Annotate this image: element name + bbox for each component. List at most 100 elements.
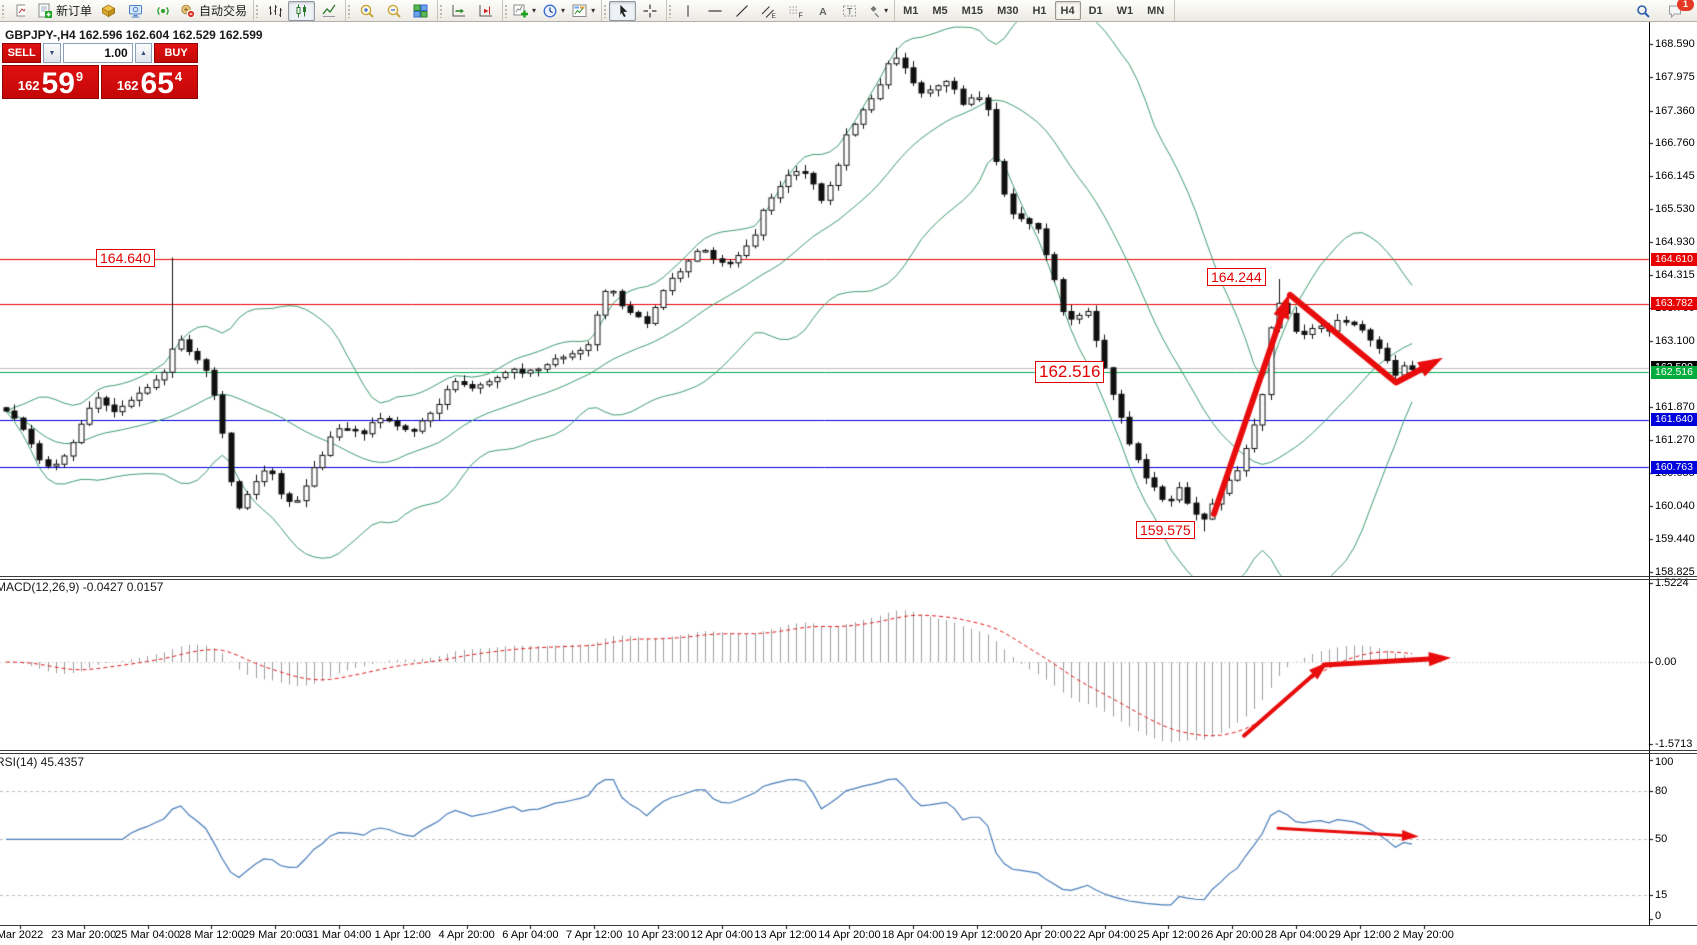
date-tick: 2 May 20:00 <box>1393 929 1454 941</box>
panel-separator[interactable] <box>0 579 1697 580</box>
fibonacci-icon: F <box>787 3 804 19</box>
text-label-button[interactable]: T <box>836 1 863 21</box>
chart-shift-button[interactable] <box>472 1 499 21</box>
buy-button[interactable]: BUY <box>154 43 198 63</box>
axis-tick-label: -1.5713 <box>1655 737 1693 750</box>
chevron-down-icon[interactable]: ▾ <box>532 5 537 15</box>
signals-button[interactable] <box>149 1 176 21</box>
trend-line-icon <box>734 3 750 19</box>
text-label-icon: T <box>841 3 858 19</box>
zoom-out-button[interactable] <box>380 1 407 21</box>
vertical-line-button[interactable] <box>674 1 701 21</box>
notification-badge: 1 <box>1677 0 1694 11</box>
timeframe-m1[interactable]: M1 <box>903 4 919 17</box>
date-tick: 6 Apr 04:00 <box>502 929 559 941</box>
price-annotation-label[interactable]: 159.575 <box>1136 521 1195 540</box>
new-order-button[interactable]: 新订单 <box>34 1 95 21</box>
equidistant-channel-button[interactable]: E <box>755 1 782 21</box>
price-level-badge: 163.782 <box>1651 297 1697 311</box>
price-annotation-label[interactable]: 164.244 <box>1207 268 1266 287</box>
macd-indicator-label: MACD(12,26,9) -0.0427 0.0157 <box>0 580 164 594</box>
timeframe-d1[interactable]: D1 <box>1088 4 1103 17</box>
timeframe-m30[interactable]: M30 <box>997 4 1019 17</box>
tile-windows-icon <box>412 3 429 19</box>
bar-chart-button[interactable] <box>261 1 288 21</box>
price-annotation-label[interactable]: 164.640 <box>96 249 155 268</box>
indicators-button[interactable]: ▾ <box>510 1 539 21</box>
date-tick: 12 Apr 04:00 <box>690 929 753 941</box>
panel-separator[interactable] <box>0 576 1697 577</box>
volume-increase-button[interactable]: ▲ <box>134 43 153 63</box>
toolbar-grip[interactable] <box>439 3 444 18</box>
toolbar-group: ▾ ▾ ▾ <box>503 0 603 21</box>
candle-chart-icon <box>294 3 310 19</box>
vps-icon <box>127 3 144 19</box>
auto-trading-button[interactable]: 自动交易 <box>176 1 250 21</box>
volume-input[interactable] <box>62 43 133 63</box>
templates-icon <box>571 3 588 19</box>
search-button[interactable] <box>1629 1 1656 21</box>
axis-tick-label: 163.100 <box>1655 334 1695 347</box>
new-chart-button[interactable] <box>7 1 34 21</box>
ask-main: 65 <box>140 66 174 100</box>
toolbar-group: 新订单 自动交易 <box>0 0 255 21</box>
periods-icon <box>542 3 558 19</box>
date-tick: 10 Apr 23:00 <box>626 929 690 941</box>
cursor-icon <box>616 3 630 19</box>
metaquotes-gold-button[interactable] <box>95 1 122 21</box>
search-icon <box>1635 3 1651 19</box>
text-button[interactable]: A <box>809 1 836 21</box>
time-axis-line <box>0 925 1697 926</box>
date-tick: 25 Mar 04:00 <box>115 929 181 941</box>
auto-scroll-button[interactable] <box>445 1 472 21</box>
notifications-button[interactable]: 1 <box>1662 0 1694 21</box>
price-level-badge: 161.640 <box>1651 413 1697 427</box>
panel-separator[interactable] <box>0 753 1697 754</box>
crosshair-button[interactable] <box>636 1 663 21</box>
volume-decrease-button[interactable]: ▼ <box>43 43 61 63</box>
axis-tick-label: 161.870 <box>1655 401 1695 414</box>
candle-chart-button[interactable] <box>288 0 316 21</box>
axis-tick-label: 167.975 <box>1655 71 1695 84</box>
zoom-in-button[interactable] <box>353 1 380 21</box>
line-chart-button[interactable] <box>315 1 342 21</box>
panel-separator[interactable] <box>0 750 1697 751</box>
fibonacci-button[interactable]: F <box>782 1 809 21</box>
svg-text:F: F <box>799 12 803 19</box>
toolbar-group <box>254 0 347 21</box>
periods-button[interactable]: ▾ <box>539 1 568 21</box>
trend-line-button[interactable] <box>728 1 755 21</box>
vps-button[interactable] <box>122 1 149 21</box>
timeframe-m15[interactable]: M15 <box>961 4 984 17</box>
buy-price-panel[interactable]: 162 65 4 <box>101 65 198 99</box>
chevron-down-icon[interactable]: ▾ <box>884 5 889 15</box>
zoom-out-icon <box>386 3 402 19</box>
toolbar-grip[interactable] <box>1 3 5 18</box>
date-tick: 13 Apr 12:00 <box>754 929 817 941</box>
date-tick: 28 Mar 12:00 <box>178 929 244 941</box>
timeframe-h4[interactable]: H4 <box>1054 1 1081 20</box>
toolbar-grip[interactable] <box>347 3 352 18</box>
chevron-down-icon[interactable]: ▾ <box>591 5 596 15</box>
axis-tick-label: 160.040 <box>1655 500 1695 513</box>
timeframe-w1[interactable]: W1 <box>1116 4 1134 17</box>
date-tick: Mar 2022 <box>0 929 44 941</box>
horizontal-line-button[interactable] <box>701 1 728 21</box>
toolbar-grip[interactable] <box>668 3 673 18</box>
toolbar-grip[interactable] <box>255 3 260 18</box>
arrows-button[interactable]: ▾ <box>863 1 891 21</box>
cursor-button[interactable] <box>609 0 637 21</box>
axis-tick-label: 158.825 <box>1655 566 1695 578</box>
timeframe-mn[interactable]: MN <box>1147 4 1165 17</box>
tile-windows-button[interactable] <box>407 1 434 21</box>
sell-price-panel[interactable]: 162 59 9 <box>2 65 99 99</box>
toolbar-grip[interactable] <box>504 3 509 18</box>
timeframe-m5[interactable]: M5 <box>932 4 948 17</box>
templates-button[interactable]: ▾ <box>568 1 598 21</box>
timeframe-h1[interactable]: H1 <box>1032 4 1047 17</box>
chevron-down-icon[interactable]: ▾ <box>561 5 566 15</box>
sell-button[interactable]: SELL <box>2 43 42 63</box>
price-annotation-label[interactable]: 162.516 <box>1035 361 1105 383</box>
toolbar-grip[interactable] <box>603 3 608 18</box>
